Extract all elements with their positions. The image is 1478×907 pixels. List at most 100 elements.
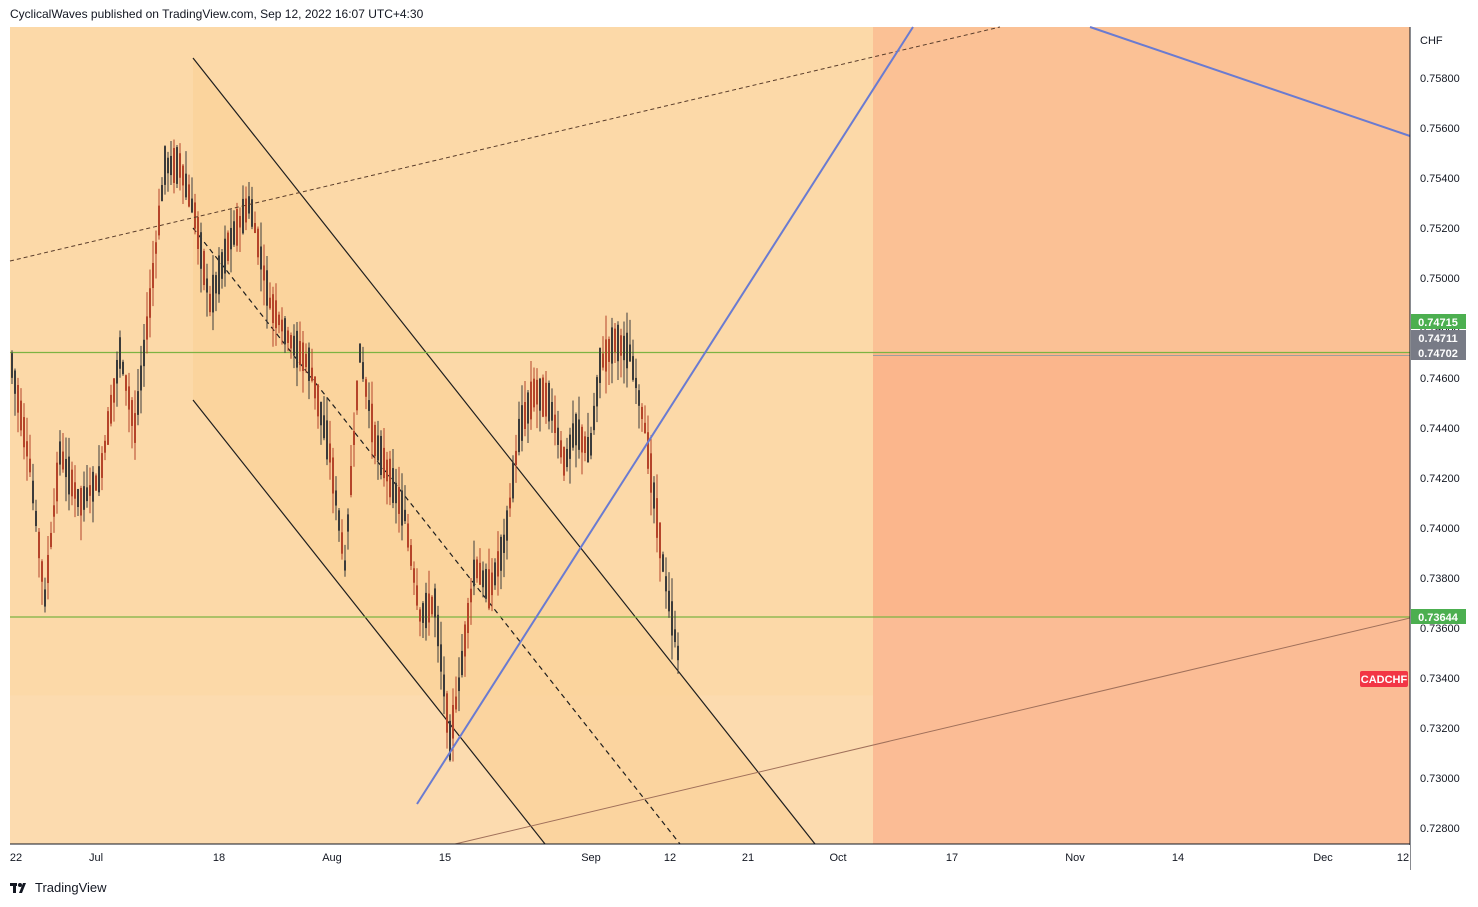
- candle-body: [542, 377, 544, 417]
- candle-body: [518, 418, 520, 453]
- candle-body: [590, 432, 592, 456]
- candle-body: [584, 436, 586, 454]
- x-tick-label: 17: [946, 852, 958, 864]
- candle-body: [656, 498, 658, 538]
- candle-body: [611, 327, 613, 364]
- price-badges: 0.74715 0.74711 0.74702 0.73644 CADCHF: [1360, 314, 1466, 687]
- candle-body: [158, 205, 160, 236]
- candle-body: [23, 417, 25, 448]
- candle-body: [470, 588, 472, 603]
- descending-channel: [192, 57, 816, 845]
- candle-body: [455, 696, 457, 710]
- candle-body: [239, 215, 241, 228]
- candle-body: [431, 596, 433, 615]
- candle-body: [179, 153, 181, 178]
- candle-body: [38, 531, 40, 559]
- candle-body: [347, 514, 349, 532]
- candle-body: [467, 602, 469, 634]
- symbol-badge-label: CADCHF: [1361, 674, 1408, 686]
- y-tick-label: 0.73600: [1420, 623, 1460, 635]
- candle-body: [275, 300, 277, 329]
- candle-body: [428, 593, 430, 623]
- candle-body: [113, 378, 115, 403]
- y-tick-label: 0.74200: [1420, 473, 1460, 485]
- candle-body: [359, 343, 361, 363]
- candle-body: [410, 545, 412, 566]
- projection-zone-lower: [873, 617, 1410, 844]
- x-tick-label: 18: [213, 852, 225, 864]
- candle-body: [215, 275, 217, 294]
- candle-body: [581, 426, 583, 453]
- x-tick-label: Jul: [89, 852, 103, 864]
- candle-body: [527, 392, 529, 424]
- candle-body: [497, 551, 499, 577]
- candle-body: [419, 609, 421, 622]
- y-tick-label: 0.75000: [1420, 273, 1460, 285]
- candle-body: [353, 430, 355, 446]
- candle-body: [425, 592, 427, 629]
- candle-body: [554, 414, 556, 434]
- candle-body: [302, 342, 304, 371]
- x-tick-label: 12: [664, 852, 676, 864]
- price-badge-label: 0.74711: [1418, 333, 1457, 345]
- candle-body: [449, 720, 451, 761]
- candle-body: [62, 451, 64, 470]
- candle-body: [278, 314, 280, 326]
- candle-body: [398, 487, 400, 514]
- candle-body: [119, 337, 121, 369]
- candle-body: [557, 427, 559, 445]
- candle-body: [236, 209, 238, 246]
- candle-body: [404, 509, 406, 522]
- candle-body: [539, 378, 541, 411]
- candle-body: [374, 424, 376, 457]
- currency-label: CHF: [1420, 35, 1443, 47]
- candle-body: [665, 576, 667, 592]
- x-tick-label: 15: [439, 852, 451, 864]
- candle-body: [257, 228, 259, 258]
- candle-body: [623, 335, 625, 361]
- tradingview-logo[interactable]: TradingView: [10, 880, 107, 895]
- candle-body: [596, 377, 598, 407]
- candle-body: [335, 490, 337, 506]
- candle-body: [320, 401, 322, 426]
- candle-body: [149, 288, 151, 318]
- candle-body: [659, 522, 661, 559]
- candle-body: [140, 365, 142, 391]
- candle-body: [77, 488, 79, 508]
- candle-body: [506, 510, 508, 541]
- candle-body: [536, 379, 538, 405]
- candle-body: [521, 405, 523, 441]
- candle-body: [11, 353, 13, 378]
- price-badge-label: 0.74715: [1418, 317, 1458, 329]
- candle-body: [395, 482, 397, 504]
- y-tick-label: 0.74600: [1420, 373, 1460, 385]
- x-tick-label: Aug: [322, 852, 342, 864]
- candle-body: [383, 447, 385, 479]
- candle-body: [218, 255, 220, 295]
- candle-body: [296, 330, 298, 368]
- brown-support-line: [454, 617, 1411, 845]
- candle-body: [152, 262, 154, 289]
- candle-body: [482, 570, 484, 588]
- x-tick-label: 22: [10, 852, 22, 864]
- candle-body: [245, 198, 247, 223]
- x-tick-label: Dec: [1313, 852, 1333, 864]
- candle-body: [323, 415, 325, 439]
- price-badge: [1411, 330, 1466, 345]
- candle-body: [212, 274, 214, 313]
- candle-body: [572, 423, 574, 448]
- candle-body: [194, 202, 196, 229]
- candle-body: [74, 482, 76, 499]
- candle-body: [188, 184, 190, 207]
- candle-body: [266, 270, 268, 306]
- candle-body: [293, 335, 295, 356]
- candle-body: [41, 561, 43, 582]
- candle-body: [104, 440, 106, 453]
- y-tick-label: 0.75800: [1420, 73, 1460, 85]
- candle-body: [578, 419, 580, 450]
- candle-body: [68, 456, 70, 495]
- candle-body: [29, 458, 31, 473]
- price-badge: [1411, 345, 1466, 360]
- candle-body: [98, 466, 100, 493]
